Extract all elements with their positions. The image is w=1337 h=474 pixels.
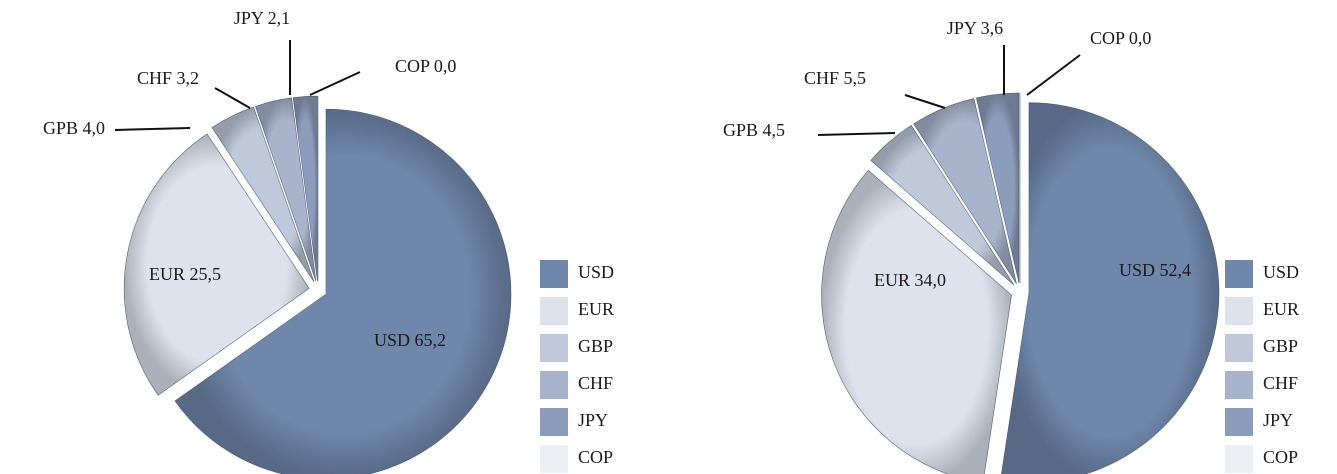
legend-swatch	[540, 408, 568, 436]
leader-line	[214, 87, 251, 109]
legend-label: JPY	[578, 410, 608, 430]
legend-swatch	[1225, 260, 1253, 288]
data-label: GPB 4,0	[43, 118, 105, 138]
legend-label: CHF	[1263, 373, 1298, 393]
legend-label: COP	[1263, 447, 1298, 467]
legend-swatch	[1225, 297, 1253, 325]
data-label: JPY 3,6	[947, 18, 1003, 38]
legend-swatch	[540, 371, 568, 399]
slice-group	[1001, 102, 1220, 474]
legend-swatch	[540, 297, 568, 325]
pie-slice	[1001, 102, 1220, 474]
legend-label: CHF	[578, 373, 613, 393]
data-label: JPY 2,1	[234, 8, 290, 28]
legend-swatch	[1225, 408, 1253, 436]
legend-label: GBP	[578, 336, 613, 356]
legend-swatch	[540, 334, 568, 362]
data-label: EUR 25,5	[149, 264, 221, 284]
data-label: USD 65,2	[374, 330, 446, 350]
leader-line	[309, 71, 361, 96]
legend-label: USD	[1263, 262, 1299, 282]
legend-label: USD	[578, 262, 614, 282]
legend-label: EUR	[578, 299, 614, 319]
legend-swatch	[540, 260, 568, 288]
leader-line	[1026, 54, 1081, 96]
leader-line	[817, 132, 896, 136]
legend-swatch	[1225, 445, 1253, 473]
data-label: CHF 3,2	[137, 68, 199, 88]
data-label: GPB 4,5	[723, 120, 785, 140]
leader-line	[904, 94, 946, 109]
legend-label: JPY	[1263, 410, 1293, 430]
data-label: USD 52,4	[1119, 260, 1191, 280]
data-label: COP 0,0	[1090, 28, 1151, 48]
leader-line	[114, 127, 191, 131]
legend-swatch	[1225, 334, 1253, 362]
data-label: EUR 34,0	[874, 270, 946, 290]
legend-swatch	[540, 445, 568, 473]
legend-label: EUR	[1263, 299, 1299, 319]
legend-label: GBP	[1263, 336, 1298, 356]
legend-swatch	[1225, 371, 1253, 399]
data-label: CHF 5,5	[804, 68, 866, 88]
data-label: COP 0,0	[395, 56, 456, 76]
legend-label: COP	[578, 447, 613, 467]
